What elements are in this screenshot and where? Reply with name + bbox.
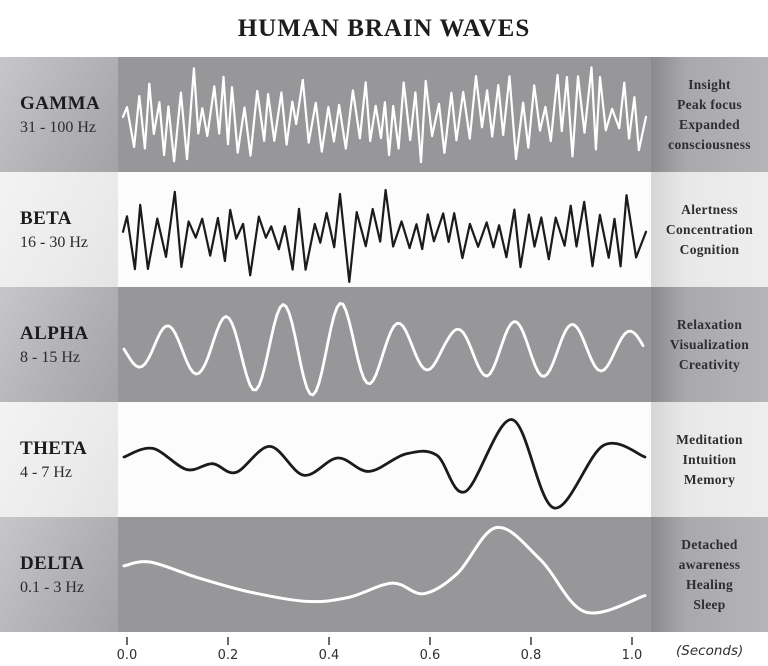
band-name: THETA: [20, 437, 88, 459]
trait: Sleep: [693, 596, 726, 612]
axis-tick-label: 1.0: [622, 648, 643, 663]
page-title: HUMAN BRAIN WAVES: [237, 14, 531, 42]
band-row-alpha: ALPHA 8 - 15 Hz Relaxation Visualization…: [0, 287, 768, 402]
trait: Cognition: [679, 241, 740, 257]
band-row-theta: THETA 4 - 7 Hz Meditation Intuition Memo…: [0, 402, 768, 517]
theta-waveform: [118, 402, 651, 517]
trait: Insight: [688, 76, 731, 92]
alpha-waveform: [118, 287, 651, 402]
band-frequency: 4 - 7 Hz: [20, 463, 72, 481]
title-bar: HUMAN BRAIN WAVES: [0, 0, 768, 57]
theta-traits: Meditation Intuition Memory: [651, 402, 768, 517]
gamma-traits: Insight Peak focus Expanded consciousnes…: [651, 57, 768, 172]
axis-tick-label: 0.4: [319, 648, 340, 663]
alpha-label-cell: ALPHA 8 - 15 Hz: [0, 287, 118, 402]
alpha-traits: Relaxation Visualization Creativity: [651, 287, 768, 402]
theta-label-cell: THETA 4 - 7 Hz: [0, 402, 118, 517]
band-row-beta: BETA 16 - 30 Hz Alertness Concentration …: [0, 172, 768, 287]
trait: Alertness: [681, 201, 738, 217]
band-name: BETA: [20, 207, 72, 229]
trait: Peak focus: [677, 96, 742, 112]
theta-wave-svg: [122, 418, 647, 510]
band-name: DELTA: [20, 552, 85, 574]
trait: Detached awareness: [678, 536, 741, 572]
band-frequency: 8 - 15 Hz: [20, 348, 80, 366]
trait: Relaxation: [676, 316, 743, 332]
axis-tick-label: 0.2: [218, 648, 239, 663]
axis-tick-label: 0.8: [521, 648, 542, 663]
trait: Healing: [685, 576, 734, 592]
beta-wave-svg: [121, 188, 648, 283]
delta-label-cell: DELTA 0.1 - 3 Hz: [0, 517, 118, 632]
band-name: ALPHA: [20, 322, 89, 344]
band-frequency: 0.1 - 3 Hz: [20, 578, 84, 596]
delta-waveform: [118, 517, 651, 632]
band-row-gamma: GAMMA 31 - 100 Hz Insight Peak focus Exp…: [0, 57, 768, 172]
gamma-waveform: [118, 57, 651, 172]
trait: Expanded consciousness: [668, 116, 751, 152]
alpha-wave-svg: [122, 302, 645, 397]
beta-waveform: [118, 172, 651, 287]
trait: Memory: [683, 471, 736, 487]
band-rows: GAMMA 31 - 100 Hz Insight Peak focus Exp…: [0, 57, 768, 632]
band-row-delta: DELTA 0.1 - 3 Hz Detached awareness Heal…: [0, 517, 768, 632]
delta-wave-svg: [122, 525, 647, 615]
delta-traits: Detached awareness Healing Sleep: [651, 517, 768, 632]
trait: Intuition: [682, 451, 737, 467]
band-frequency: 31 - 100 Hz: [20, 118, 96, 136]
beta-traits: Alertness Concentration Cognition: [651, 172, 768, 287]
gamma-wave-svg: [121, 66, 648, 164]
trait: Concentration: [665, 221, 754, 237]
band-name: GAMMA: [20, 92, 101, 114]
beta-label-cell: BETA 16 - 30 Hz: [0, 172, 118, 287]
trait: Meditation: [676, 431, 743, 447]
gamma-label-cell: GAMMA 31 - 100 Hz: [0, 57, 118, 172]
trait: Creativity: [678, 356, 741, 372]
band-frequency: 16 - 30 Hz: [20, 233, 88, 251]
axis-tick-label: 0.6: [420, 648, 441, 663]
time-axis: 0.0 0.2 0.4 0.6 0.8 1.0 (Seconds): [0, 632, 768, 666]
axis-unit-label: (Seconds): [676, 643, 744, 659]
time-axis-ticks: 0.0 0.2 0.4 0.6 0.8 1.0: [117, 637, 643, 663]
axis-tick-label: 0.0: [117, 648, 138, 663]
trait: Visualization: [669, 336, 750, 352]
